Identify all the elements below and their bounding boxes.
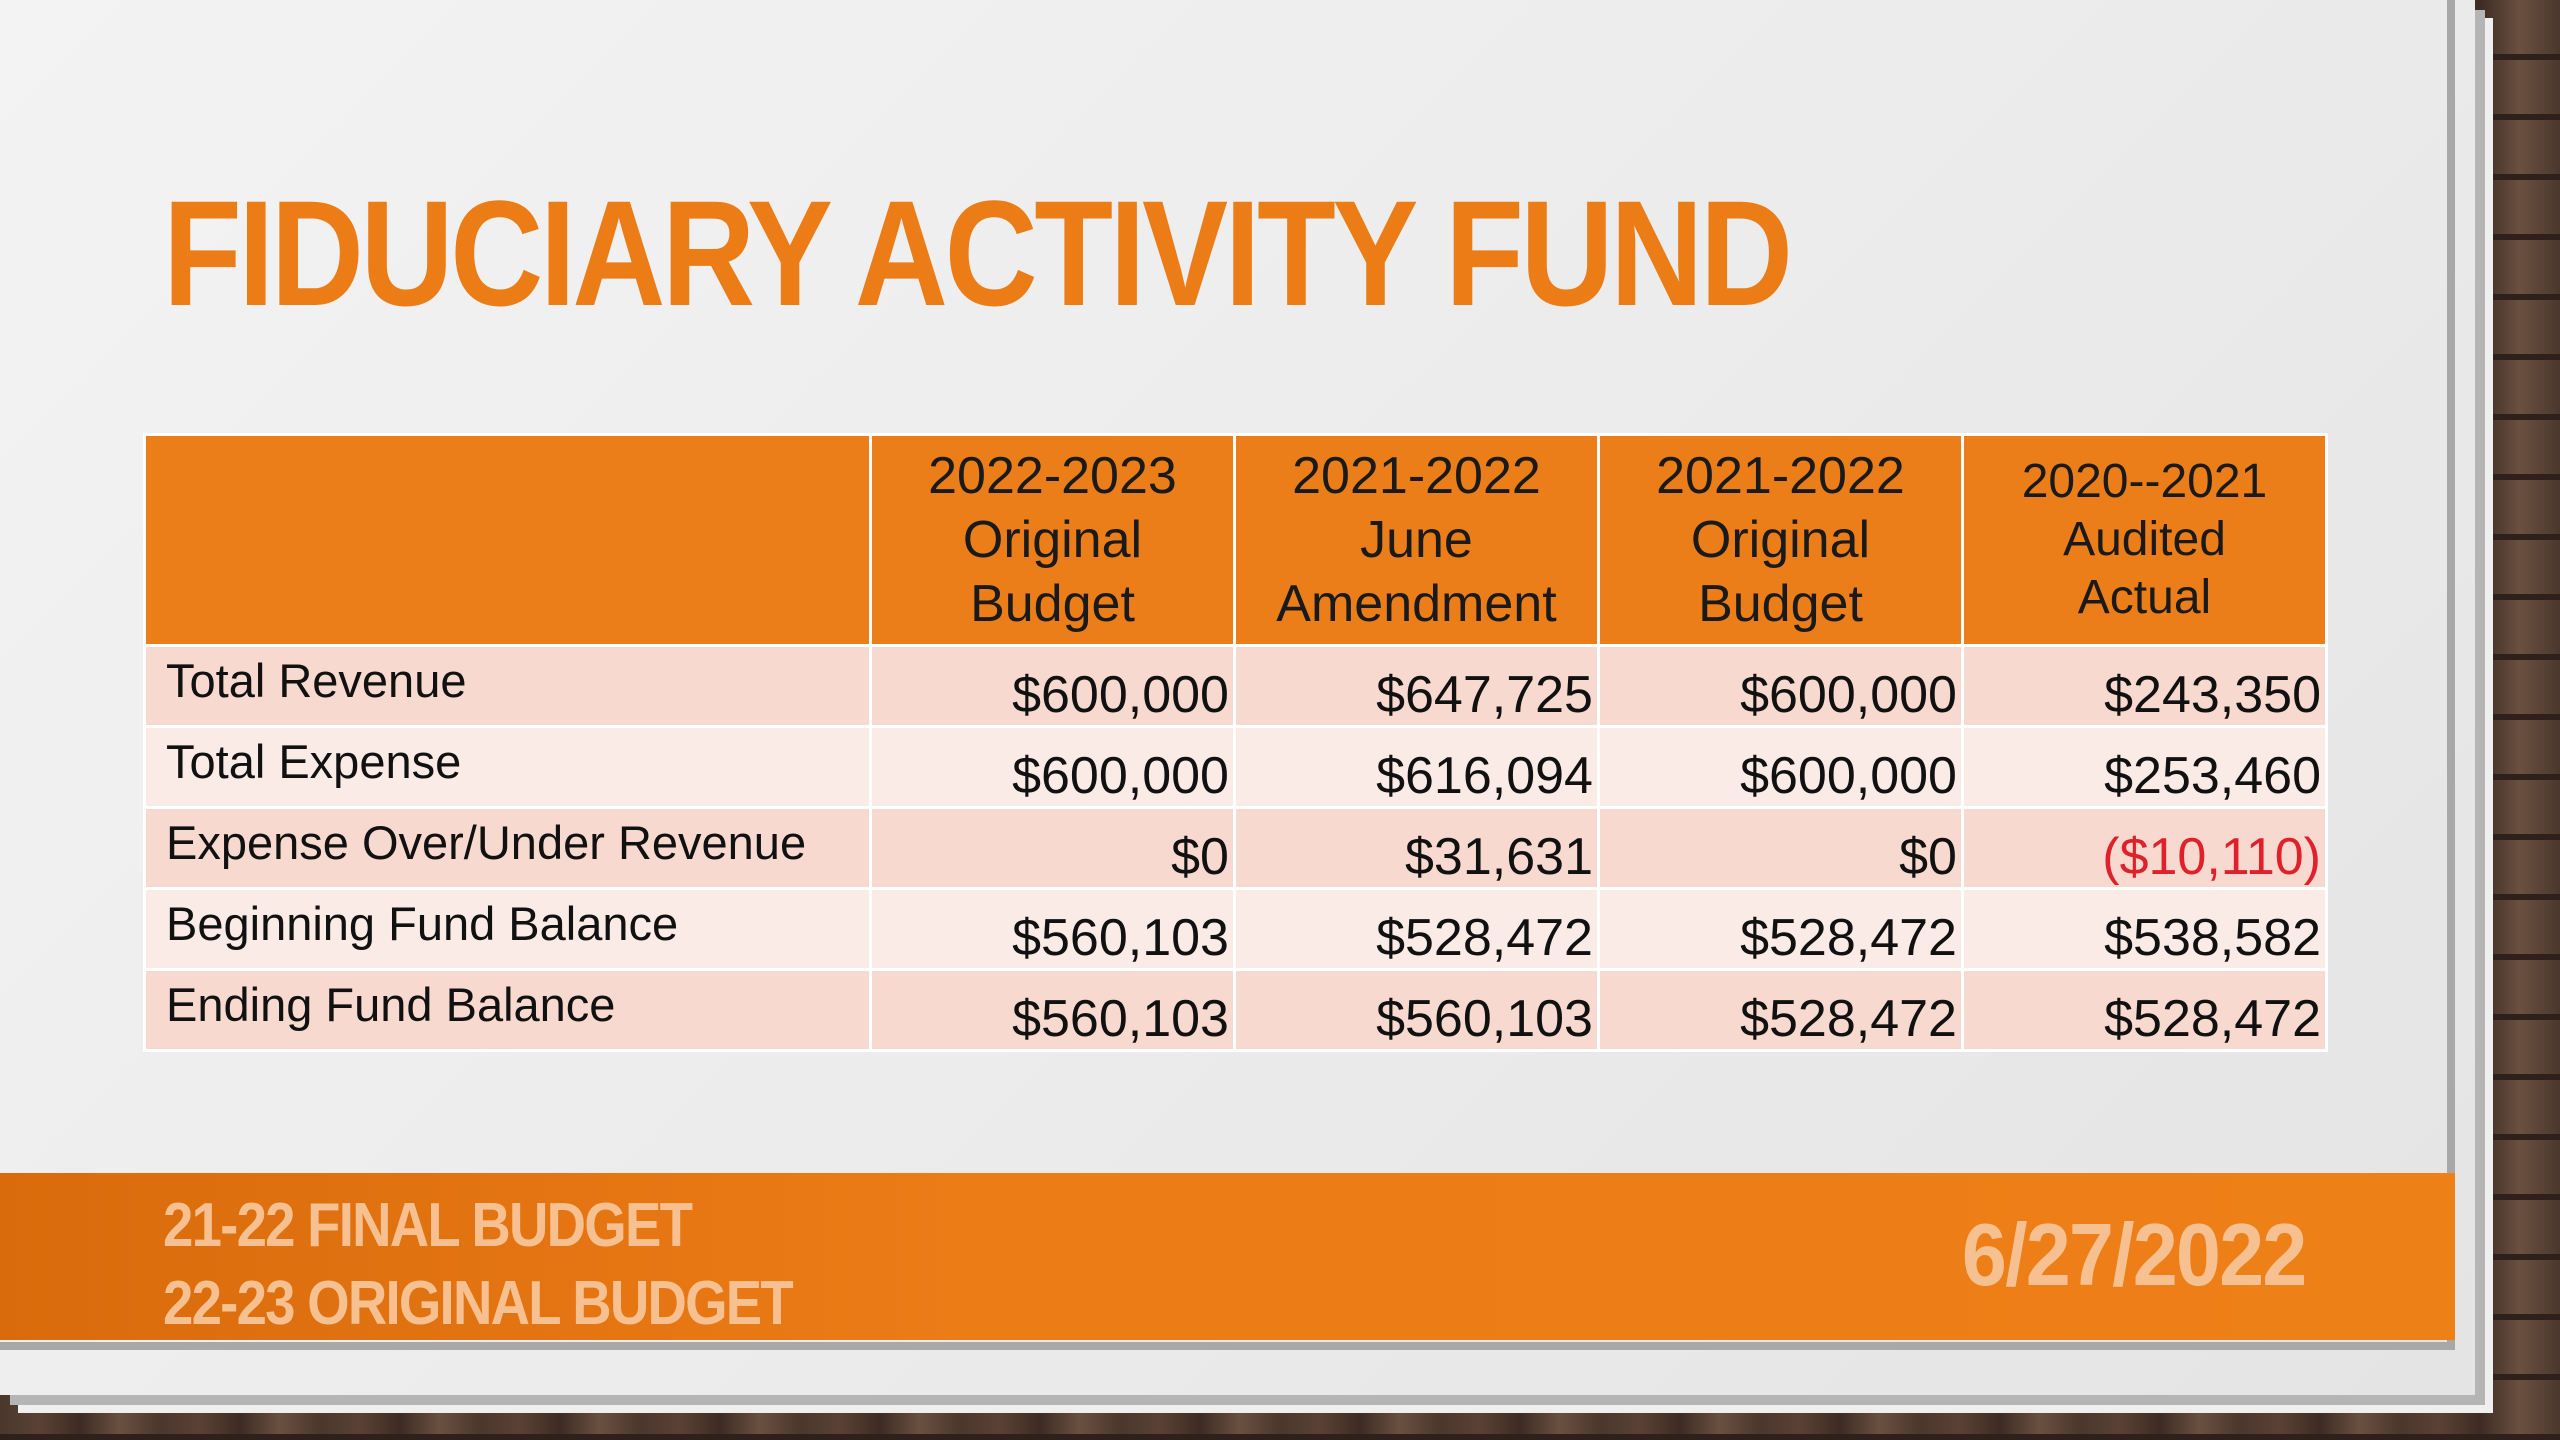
cell-value: $253,460 [1960,725,2329,809]
header-cell-2022-2023-original: 2022-2023 Original Budget [868,433,1236,647]
header-cell-empty [143,433,872,647]
footer-line-2: 22-23 ORIGINAL BUDGET [163,1269,794,1338]
cell-value-negative: ($10,110) [1960,806,2329,890]
footer-date: 6/27/2022 [1961,1205,2306,1304]
slide-frame [0,0,2455,1350]
fund-table: 2022-2023 Original Budget 2021-2022 June… [143,433,2329,1052]
row-label: Total Expense [143,725,872,809]
table-row: Ending Fund Balance $560,103 $560,103 $5… [143,968,2329,1052]
cell-value: $600,000 [868,725,1236,809]
cell-value: $528,472 [1232,887,1600,971]
table-row: Total Expense $600,000 $616,094 $600,000… [143,725,2329,809]
header-cell-2020-2021-audited: 2020--2021 Audited Actual [1960,433,2329,647]
cell-value: $31,631 [1232,806,1600,890]
row-label: Total Revenue [143,644,872,728]
cell-value: $528,472 [1960,968,2329,1052]
footer-subtitle: 21-22 FINAL BUDGET 22-23 ORIGINAL BUDGET [163,1187,794,1343]
cell-value: $0 [868,806,1236,890]
cell-value: $600,000 [1596,644,1964,728]
cell-value: $616,094 [1232,725,1600,809]
table-header-row: 2022-2023 Original Budget 2021-2022 June… [143,433,2329,647]
table-row: Beginning Fund Balance $560,103 $528,472… [143,887,2329,971]
footer-line-1: 21-22 FINAL BUDGET [163,1191,693,1260]
row-label: Beginning Fund Balance [143,887,872,971]
cell-value: $538,582 [1960,887,2329,971]
table-row: Expense Over/Under Revenue $0 $31,631 $0… [143,806,2329,890]
slide: FIDUCIARY ACTIVITY FUND 2022-2023 Origin… [0,0,2475,1395]
table-row: Total Revenue $600,000 $647,725 $600,000… [143,644,2329,728]
cell-value: $600,000 [1596,725,1964,809]
header-cell-2021-2022-original: 2021-2022 Original Budget [1596,433,1964,647]
cell-value: $647,725 [1232,644,1600,728]
row-label: Ending Fund Balance [143,968,872,1052]
row-label: Expense Over/Under Revenue [143,806,872,890]
cell-value: $528,472 [1596,887,1964,971]
cell-value: $560,103 [1232,968,1600,1052]
cell-value: $528,472 [1596,968,1964,1052]
cell-value: $560,103 [868,968,1236,1052]
cell-value: $0 [1596,806,1964,890]
footer-bar: 21-22 FINAL BUDGET 22-23 ORIGINAL BUDGET… [0,1173,2455,1340]
header-cell-2021-2022-june: 2021-2022 June Amendment [1232,433,1600,647]
cell-value: $243,350 [1960,644,2329,728]
cell-value: $560,103 [868,887,1236,971]
slide-title: FIDUCIARY ACTIVITY FUND [163,169,1793,337]
cell-value: $600,000 [868,644,1236,728]
